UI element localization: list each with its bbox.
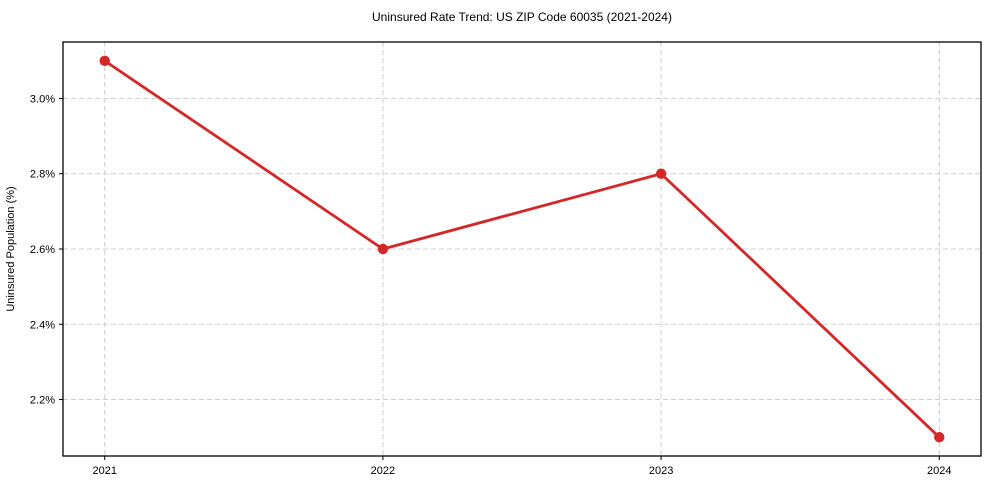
x-tick-label: 2022 <box>371 465 395 477</box>
data-point-marker <box>99 55 110 67</box>
y-tick-label: 3.0% <box>30 93 55 105</box>
axis-tick-labels: 2.2% 2.4% 2.6% 2.8% 3.0% 2021 2022 2023 2024 <box>30 93 952 477</box>
gridlines <box>63 42 981 456</box>
data-point-marker <box>655 168 667 179</box>
data-point-marker <box>377 243 389 255</box>
data-point-marker <box>934 431 945 443</box>
y-tick-label: 2.6% <box>30 244 55 256</box>
y-axis-label: Uninsured Population (%) <box>5 186 17 311</box>
data-series <box>99 55 945 443</box>
x-tick-label: 2023 <box>649 465 673 477</box>
plot-border <box>62 41 982 457</box>
y-tick-label: 2.4% <box>30 319 55 331</box>
chart-title: Uninsured Rate Trend: US ZIP Code 60035 … <box>372 10 672 24</box>
y-tick-label: 2.8% <box>30 169 55 181</box>
trend-line <box>103 59 941 439</box>
x-tick-label: 2021 <box>92 465 116 477</box>
x-tick-label: 2024 <box>927 465 951 477</box>
y-tick-label: 2.2% <box>30 395 55 407</box>
axis-ticks <box>59 97 940 460</box>
